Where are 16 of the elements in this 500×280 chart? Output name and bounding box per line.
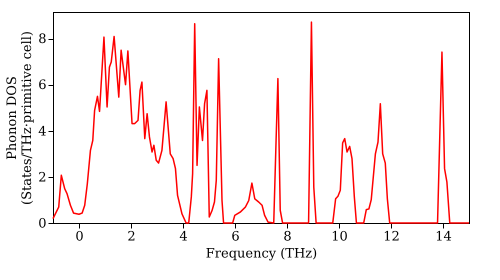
x-tick-label: 2 (127, 230, 136, 244)
x-tick-label: 10 (331, 230, 348, 244)
x-tick-label: 4 (179, 230, 188, 244)
x-tick-label: 0 (75, 230, 84, 244)
x-axis-title: Frequency (THz) (206, 246, 318, 262)
x-tick-label: 12 (383, 230, 400, 244)
y-tick-label: 4 (38, 124, 46, 140)
x-tick-label: 14 (435, 230, 452, 244)
y-tick-label: 6 (38, 78, 46, 94)
y-tick-label: 8 (38, 32, 46, 48)
x-tick-label: 6 (231, 230, 240, 244)
y-tick-label: 0 (38, 216, 46, 232)
y-axis-title: Phonon DOS (States/THz·primitive cell) (5, 30, 36, 206)
x-tick-label: 8 (283, 230, 292, 244)
y-tick-label: 2 (38, 170, 46, 186)
line-series (52, 21, 470, 224)
